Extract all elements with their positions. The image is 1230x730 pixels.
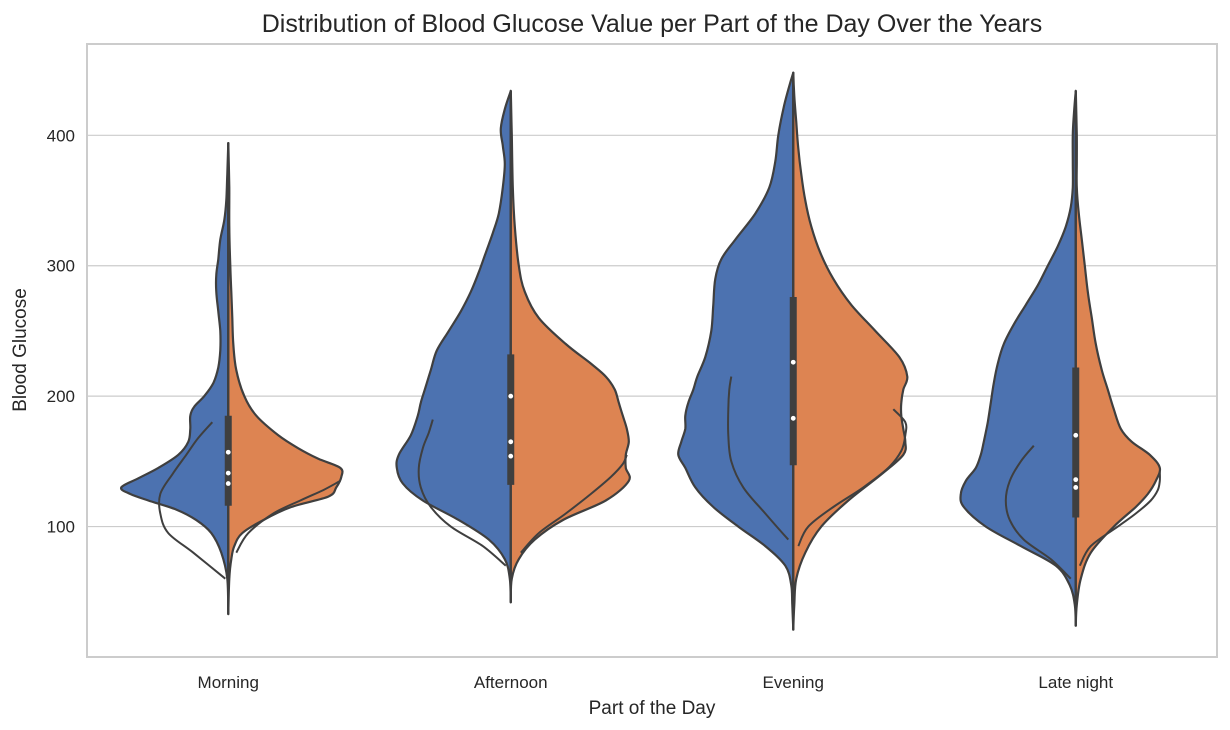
y-tick-label: 400 [47,126,75,145]
x-tick-label: Afternoon [474,673,548,692]
x-tick-labels: Morning Afternoon Evening Late night [198,673,1114,692]
violin-right-half [509,89,631,604]
median-marker [225,470,231,476]
inner-contour-left [1004,445,1072,580]
inner-contour-left [158,421,226,580]
inner-contour-right [797,408,908,547]
violin-left-half [395,89,512,604]
y-tick-label: 300 [47,257,75,276]
violin-left-half [120,142,230,616]
median-marker [225,481,231,486]
chart-title: Distribution of Blood Glucose Value per … [262,10,1043,38]
violin-late-night [959,89,1162,627]
median-marker [1073,477,1079,483]
median-marker [508,393,514,399]
y-tick-labels: 100 200 300 400 [47,126,75,536]
median-marker [790,359,796,365]
inner-contour-right [235,480,341,554]
violin-afternoon [395,89,631,604]
inner-contour-left [727,376,790,541]
x-tick-label: Morning [198,673,259,692]
violin-right-half [792,71,909,631]
violin-evening [677,71,909,631]
violin-left-half [959,89,1077,627]
violins [120,71,1162,631]
x-tick-label: Late night [1038,673,1113,692]
violin-right-half [1074,89,1162,627]
median-marker [508,453,514,459]
inner-contour-left [417,419,507,567]
y-axis-label: Blood Glucose [10,288,31,412]
x-tick-label: Evening [763,673,824,692]
violin-morning [120,142,344,616]
median-marker [790,415,796,421]
violin-left-half [677,71,795,631]
y-tick-label: 100 [47,518,75,537]
median-marker [225,449,231,455]
median-marker [1073,485,1079,490]
inner-contour-right [520,454,628,554]
x-axis-label: Part of the Day [589,698,716,719]
violin-right-half [227,142,344,616]
y-tick-label: 200 [47,387,75,406]
inner-contour-right [1078,471,1161,567]
median-marker [1073,432,1079,438]
median-marker [508,439,514,445]
